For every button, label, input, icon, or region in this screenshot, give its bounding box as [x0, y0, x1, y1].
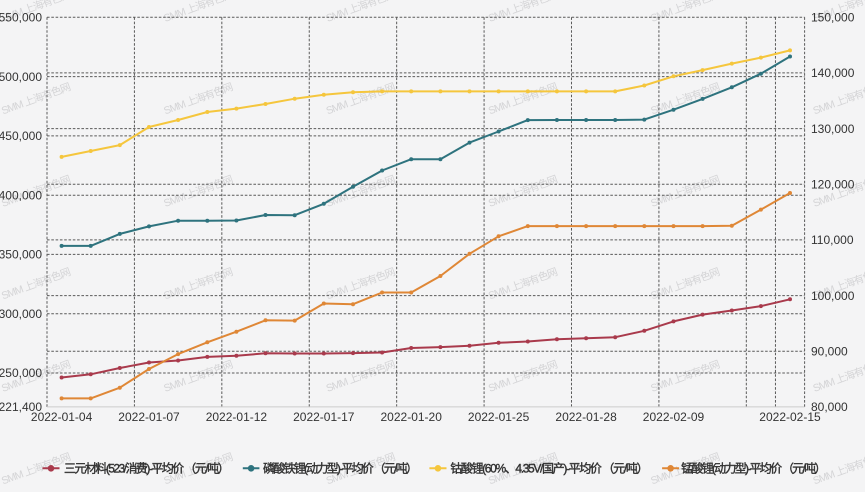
- svg-text:120,000: 120,000: [811, 178, 855, 192]
- svg-text:250,000: 250,000: [0, 366, 42, 380]
- svg-text:2022-01-25: 2022-01-25: [468, 410, 530, 424]
- svg-text:130,000: 130,000: [811, 122, 855, 136]
- svg-text:钴酸锂(60%、4.35V/国产)-平均价 （元/吨）: 钴酸锂(60%、4.35V/国产)-平均价 （元/吨）: [450, 461, 648, 476]
- svg-text:磷酸铁锂(动力型)-平均价 （元/吨）: 磷酸铁锂(动力型)-平均价 （元/吨）: [263, 461, 418, 476]
- svg-text:三元材料(523/消费)-平均价 （元/吨）: 三元材料(523/消费)-平均价 （元/吨）: [64, 462, 230, 476]
- svg-text:2022-02-15: 2022-02-15: [759, 410, 821, 424]
- svg-text:150,000: 150,000: [811, 11, 855, 25]
- svg-text:110,000: 110,000: [811, 233, 854, 247]
- svg-text:90,000: 90,000: [811, 344, 848, 358]
- svg-text:2022-01-20: 2022-01-20: [381, 410, 443, 424]
- svg-text:350,000: 350,000: [0, 248, 42, 262]
- svg-text:2022-01-28: 2022-01-28: [555, 410, 617, 424]
- svg-text:2022-01-17: 2022-01-17: [293, 410, 355, 424]
- svg-text:221,400: 221,400: [0, 400, 42, 414]
- svg-text:400,000: 400,000: [0, 188, 42, 202]
- svg-text:550,000: 550,000: [0, 11, 42, 25]
- svg-text:2022-02-09: 2022-02-09: [643, 410, 705, 424]
- svg-text:300,000: 300,000: [0, 307, 42, 321]
- svg-text:2022-01-07: 2022-01-07: [118, 410, 180, 424]
- svg-text:2022-01-12: 2022-01-12: [206, 410, 268, 424]
- svg-text:100,000: 100,000: [811, 289, 855, 303]
- svg-text:锰酸锂(动力型)-平均价 （元/吨）: 锰酸锂(动力型)-平均价 （元/吨）: [681, 461, 826, 476]
- svg-text:2022-01-04: 2022-01-04: [31, 410, 93, 424]
- svg-text:80,000: 80,000: [811, 400, 848, 414]
- svg-text:140,000: 140,000: [811, 66, 855, 80]
- svg-text:450,000: 450,000: [0, 129, 42, 143]
- svg-text:500,000: 500,000: [0, 70, 42, 84]
